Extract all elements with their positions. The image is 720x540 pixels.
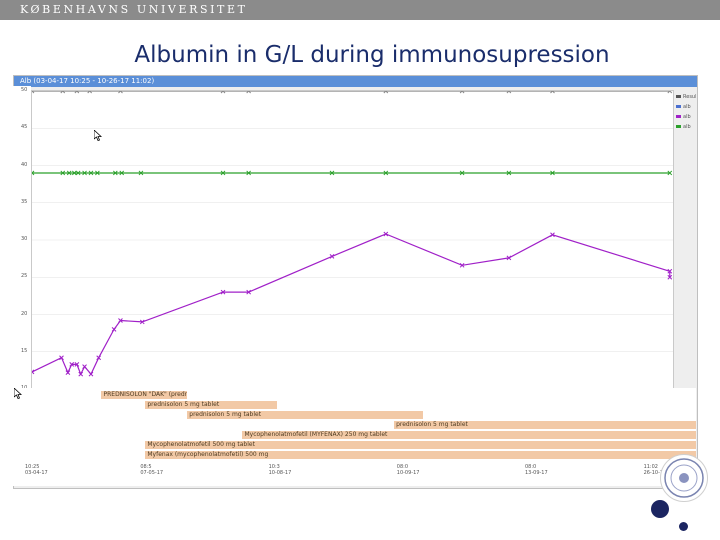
y-tick-label: 25 [21, 273, 28, 280]
medication-bar[interactable]: Myfenax (mycophenolatmofetil) 500 mg [145, 451, 696, 459]
x-tick-label: 08:0 10-09-17 [396, 464, 420, 476]
legend-swatch [676, 125, 681, 128]
data-point [246, 170, 252, 176]
university-seal-icon [660, 454, 708, 502]
x-tick-label: 11:02 26-10-17 [643, 464, 667, 476]
medication-bar[interactable]: prednisolon 5 mg tablet [394, 421, 696, 429]
mouse-pointer-icon [14, 388, 22, 399]
y-tick-label: 20 [21, 310, 28, 317]
y-tick-label: 35 [21, 198, 28, 205]
medication-bar[interactable]: Mycophenolatmofetil (MYFENAX) 250 mg tab… [242, 431, 696, 439]
data-point [78, 371, 84, 377]
data-point [66, 170, 72, 176]
x-tick-label: 08:5 07-05-17 [140, 464, 164, 476]
legend-swatch [676, 95, 681, 98]
x-tick-label: 08:0 13-09-17 [524, 464, 548, 476]
data-point [383, 170, 389, 176]
data-point [139, 319, 145, 325]
university-name: KØBENHAVNS UNIVERSITET [20, 3, 248, 16]
data-point [75, 170, 81, 176]
data-point [88, 371, 94, 377]
window-titlebar[interactable]: Alb (03-04-17 10:25 - 10-26-17 11:02) [14, 76, 697, 87]
data-point [82, 364, 87, 370]
legend-item[interactable]: alb [676, 112, 696, 122]
data-point [246, 289, 252, 295]
data-point [667, 268, 673, 274]
data-point [220, 170, 226, 176]
mouse-pointer-icon [94, 130, 102, 141]
data-point [506, 255, 512, 261]
y-tick-label: 45 [21, 124, 28, 131]
window-title: Alb (03-04-17 10:25 - 10-26-17 11:02) [20, 77, 155, 85]
header-bar: KØBENHAVNS UNIVERSITET [0, 0, 720, 20]
y-tick-label: 30 [21, 236, 28, 242]
data-point [383, 231, 389, 237]
y-axis-panel: 504540353025201510 [13, 86, 31, 391]
x-tick-label: 10:3 10-08-17 [268, 464, 292, 476]
medication-bar[interactable]: prednisolon 5 mg tablet [145, 401, 278, 409]
decorative-dot [651, 500, 669, 518]
data-point [118, 318, 123, 323]
data-point [88, 170, 94, 176]
y-tick-label: 40 [21, 161, 28, 168]
data-point [71, 170, 77, 176]
data-point [329, 254, 335, 259]
chart-legend: Resultat alb alb alb [676, 92, 696, 132]
y-tick-label: 50 [21, 87, 28, 93]
legend-item[interactable]: alb [676, 122, 696, 132]
medication-timeline: PREDNISOLON "DAK" (prednisolon) tablet 4… [13, 388, 696, 460]
data-point [667, 170, 673, 176]
legend-label: alb [683, 124, 691, 130]
legend-label: alb [683, 104, 691, 110]
medication-bar[interactable]: Mycophenolatmofetil 500 mg tablet [145, 441, 696, 449]
medication-bar[interactable]: PREDNISOLON "DAK" (prednisolon) tablet 4… [101, 391, 188, 399]
legend-swatch [676, 115, 681, 118]
data-point [111, 327, 117, 332]
data-point [550, 232, 555, 238]
data-point [60, 170, 66, 176]
decorative-dot [679, 522, 688, 531]
data-point [59, 355, 64, 361]
legend-swatch [676, 105, 681, 108]
data-point [96, 355, 102, 361]
data-point [550, 170, 555, 176]
x-tick-label: 10:25 03-04-17 [25, 464, 48, 476]
data-point [667, 274, 673, 280]
chart-plot-area[interactable] [29, 88, 674, 390]
albumin-line-chart[interactable] [29, 88, 673, 390]
y-tick-label: 15 [21, 347, 28, 354]
data-point [119, 170, 125, 176]
data-point [82, 170, 87, 176]
data-point [65, 370, 71, 375]
data-point [74, 362, 80, 367]
data-point [329, 170, 335, 176]
legend-label: Resultat [683, 94, 696, 100]
data-point [69, 362, 75, 367]
time-axis: 10:25 03-04-17 08:5 07-05-17 10:3 10-08-17 08:… [13, 460, 696, 486]
series-line [31, 233, 671, 376]
data-point [506, 170, 512, 176]
data-point [220, 289, 226, 295]
data-point [138, 170, 144, 176]
data-point [459, 262, 465, 268]
legend-item[interactable]: Resultat [676, 92, 696, 102]
slide-title: Albumin in G/L during immunosupression [134, 42, 610, 68]
legend-item[interactable]: alb [676, 102, 696, 112]
data-point [459, 170, 465, 176]
legend-label: alb [683, 114, 691, 120]
data-point [112, 170, 118, 176]
medication-bar[interactable]: prednisolon 5 mg tablet [187, 411, 424, 419]
data-point [95, 170, 100, 176]
